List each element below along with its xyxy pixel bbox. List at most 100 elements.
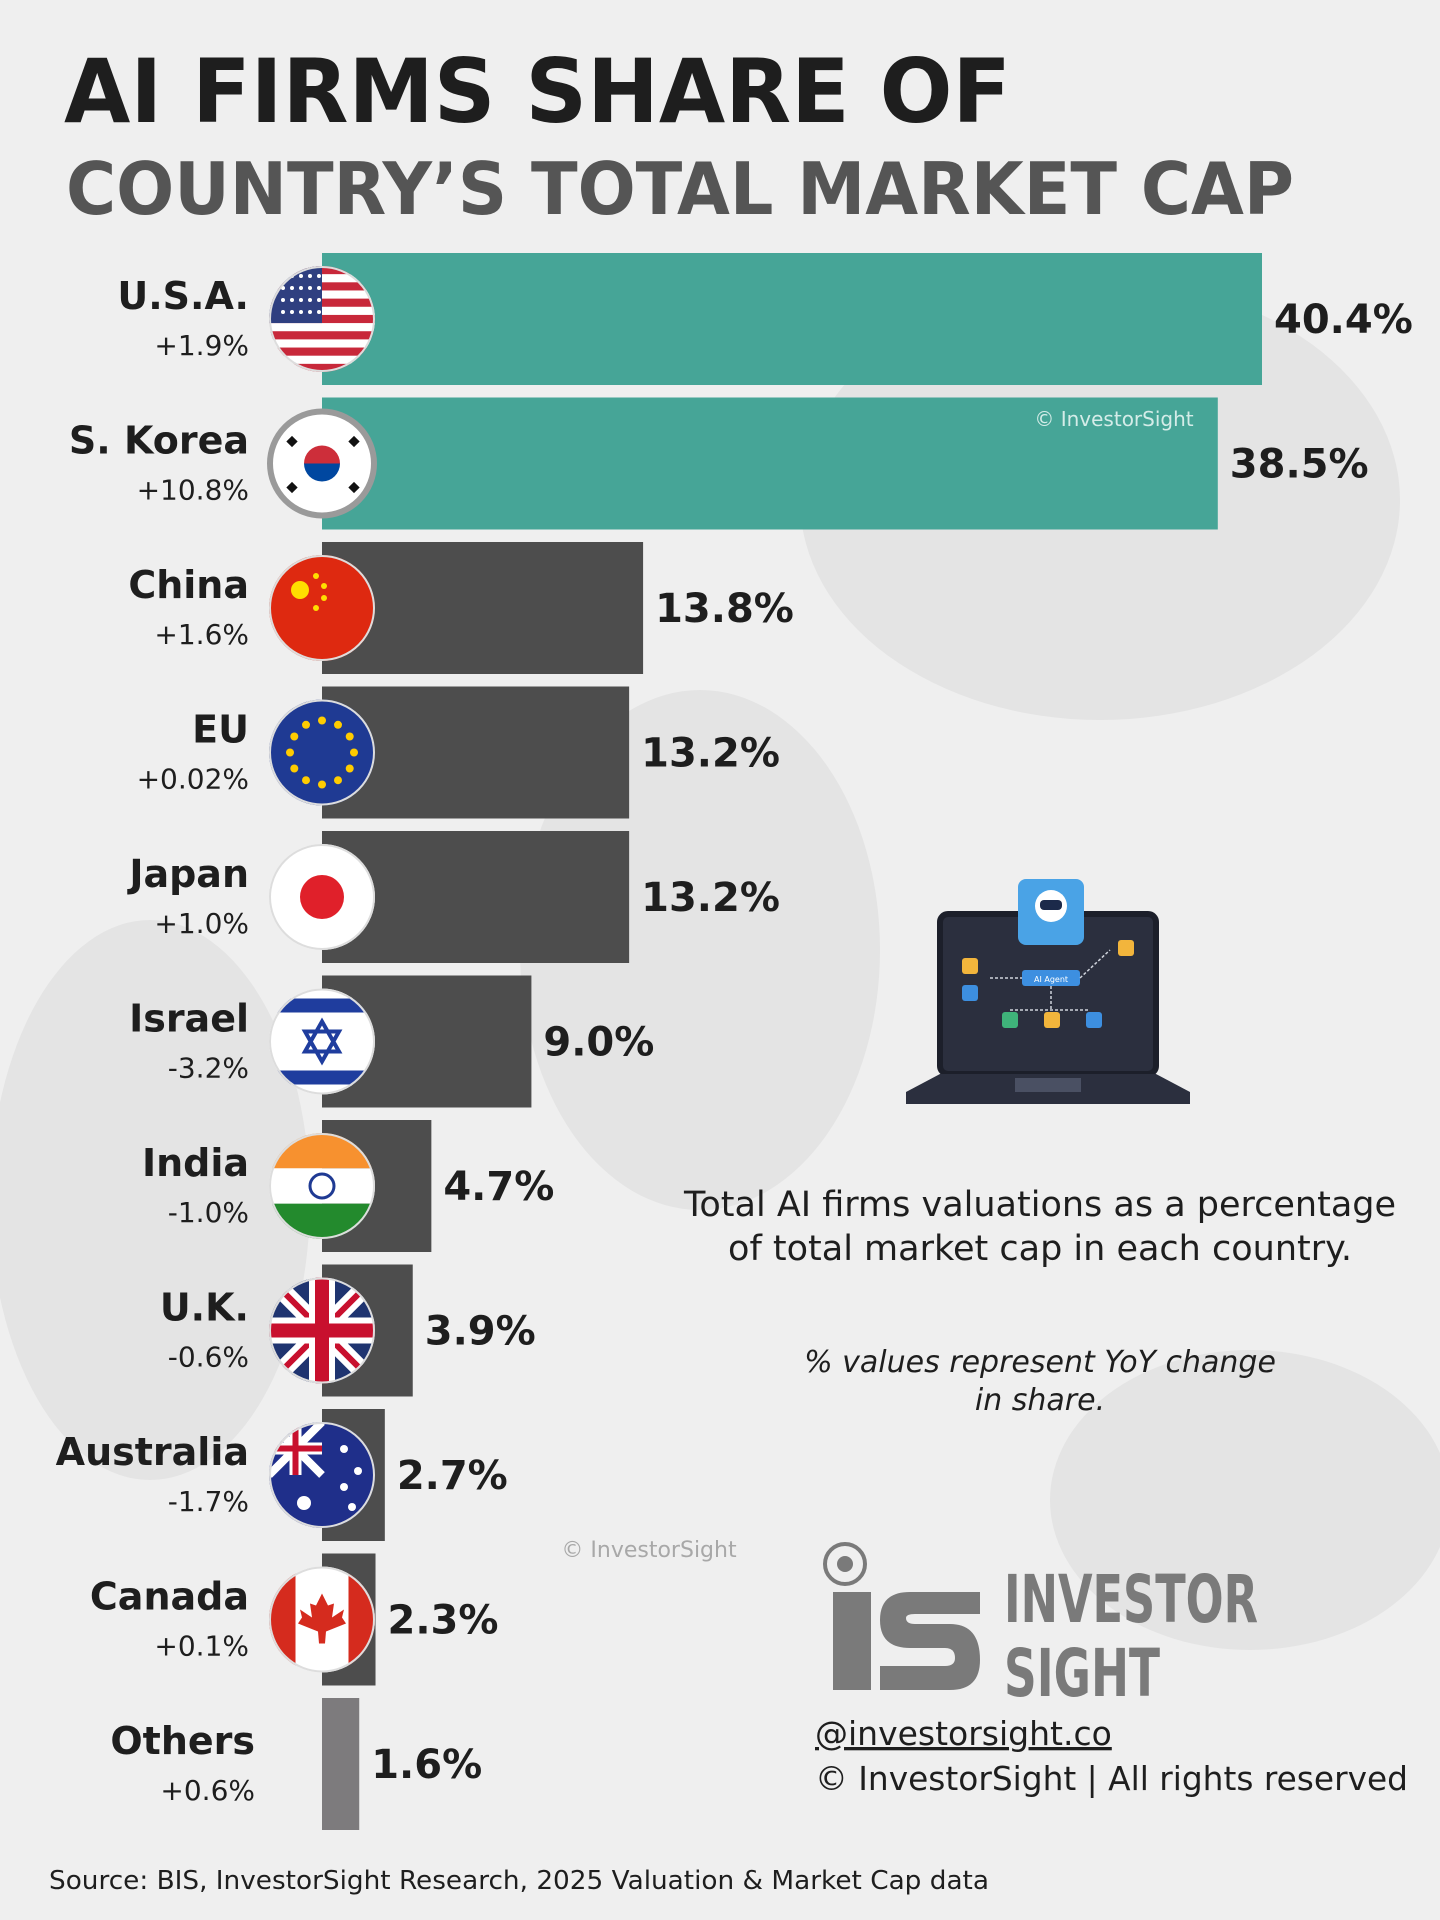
yoy-label: -1.7% xyxy=(168,1485,249,1518)
yoy-label: -3.2% xyxy=(168,1052,249,1085)
flag xyxy=(269,1566,375,1673)
flag-field xyxy=(269,555,375,661)
flag-ring xyxy=(269,1277,375,1384)
flag-star xyxy=(313,605,319,611)
bar xyxy=(322,397,1218,530)
flag-star xyxy=(291,581,309,599)
flag-taegeuk xyxy=(304,445,340,464)
flag-ring xyxy=(267,408,377,519)
agent-label: AI Agent xyxy=(1034,975,1068,984)
flag-star xyxy=(334,720,342,729)
flag-ring xyxy=(269,1566,375,1673)
node-icon xyxy=(1002,1012,1018,1028)
node-icon xyxy=(962,985,978,1001)
flag-star xyxy=(308,286,312,290)
flag-trigram xyxy=(348,481,360,494)
flag-star xyxy=(318,716,326,725)
category-label: EU xyxy=(192,708,249,752)
flag-trigram xyxy=(348,435,360,448)
agent-links xyxy=(990,949,1111,1011)
chart-title: AI FIRMS SHARE OF xyxy=(64,40,1011,143)
robot-visor xyxy=(1040,900,1062,910)
flag xyxy=(269,988,375,1095)
flag-star xyxy=(297,1496,311,1510)
brand-name: SIGHT xyxy=(1004,1635,1160,1712)
value-label: 4.7% xyxy=(443,1164,554,1210)
bar xyxy=(322,542,644,674)
logo-target xyxy=(823,1542,867,1586)
category-label: China xyxy=(128,563,249,607)
logo-s xyxy=(880,1592,980,1690)
handle[interactable]: @investorsight.co xyxy=(815,1714,1112,1753)
flag-star xyxy=(299,286,303,290)
category-label: Canada xyxy=(90,1575,249,1619)
flag-stripe xyxy=(269,1070,375,1085)
chart-subtitle: COUNTRY’S TOTAL MARKET CAP xyxy=(66,147,1294,231)
value-label: 2.3% xyxy=(388,1598,499,1644)
flag-star xyxy=(350,748,358,757)
category-label: Israel xyxy=(129,997,249,1041)
flag-star xyxy=(299,310,303,314)
flag xyxy=(269,1277,375,1384)
flag-star xyxy=(317,298,321,302)
category-label: Australia xyxy=(56,1430,249,1474)
map-shape xyxy=(1050,1350,1440,1650)
flag-star xyxy=(317,310,321,314)
bars: 40.4% U.S.A. +1.9% 38.5% S. Korea +10.8% 13.8%… xyxy=(56,253,1413,1830)
flag-star xyxy=(302,776,310,785)
category-label: U.K. xyxy=(160,1286,249,1330)
yoy-label: +1.0% xyxy=(154,907,249,940)
node-icon xyxy=(1118,940,1134,956)
map-shape xyxy=(520,690,880,1210)
annotation: Total AI firms valuations as a percentag… xyxy=(683,1185,1396,1225)
rights: © InvestorSight | All rights reserved xyxy=(815,1759,1408,1798)
node-icon xyxy=(1086,1012,1102,1028)
flag-ring xyxy=(269,555,375,661)
annotation-note: % values represent YoY change xyxy=(804,1345,1276,1380)
flag-cross xyxy=(269,1277,375,1384)
flag-star xyxy=(290,310,294,314)
bar xyxy=(322,1698,360,1830)
logo-target-dot xyxy=(837,1556,853,1572)
flag-star xyxy=(281,310,285,314)
logo xyxy=(823,1542,980,1690)
flag-disc xyxy=(300,875,344,919)
yoy-label: +1.9% xyxy=(154,329,249,362)
value-label: 13.8% xyxy=(655,586,794,632)
yoy-label: +0.6% xyxy=(160,1774,255,1807)
value-label: 13.2% xyxy=(641,875,780,921)
flag-star xyxy=(308,298,312,302)
flag-star xyxy=(345,764,354,773)
bar xyxy=(322,253,1262,385)
category-label: U.S.A. xyxy=(117,274,249,318)
yoy-label: -0.6% xyxy=(168,1341,249,1374)
flag-star xyxy=(308,310,312,314)
source: Source: BIS, InvestorSight Research, 202… xyxy=(49,1866,989,1896)
flag-stripe xyxy=(269,998,375,1013)
flag-star xyxy=(286,748,294,757)
value-label: 38.5% xyxy=(1230,442,1369,488)
flag-star xyxy=(308,274,312,278)
yoy-label: -1.0% xyxy=(168,1196,249,1229)
node-icon xyxy=(962,958,978,974)
flag-star xyxy=(302,720,310,729)
flag-ring xyxy=(269,266,375,372)
watermark: © InvestorSight xyxy=(561,1538,737,1563)
flag-stripe xyxy=(269,347,375,357)
flag-star xyxy=(340,1483,348,1491)
flag-star xyxy=(345,732,354,741)
flag-star xyxy=(313,573,319,579)
flag-ring xyxy=(269,844,375,950)
flag-star xyxy=(290,732,299,741)
flag-star xyxy=(290,286,294,290)
value-label: 9.0% xyxy=(543,1020,654,1066)
flag xyxy=(269,844,375,950)
flag-ring xyxy=(269,1133,375,1239)
flag-star xyxy=(334,776,342,785)
category-label: Japan xyxy=(126,852,249,896)
flag-ring xyxy=(269,988,375,1095)
annotation: of total market cap in each country. xyxy=(728,1229,1352,1269)
value-label: 3.9% xyxy=(425,1309,536,1355)
